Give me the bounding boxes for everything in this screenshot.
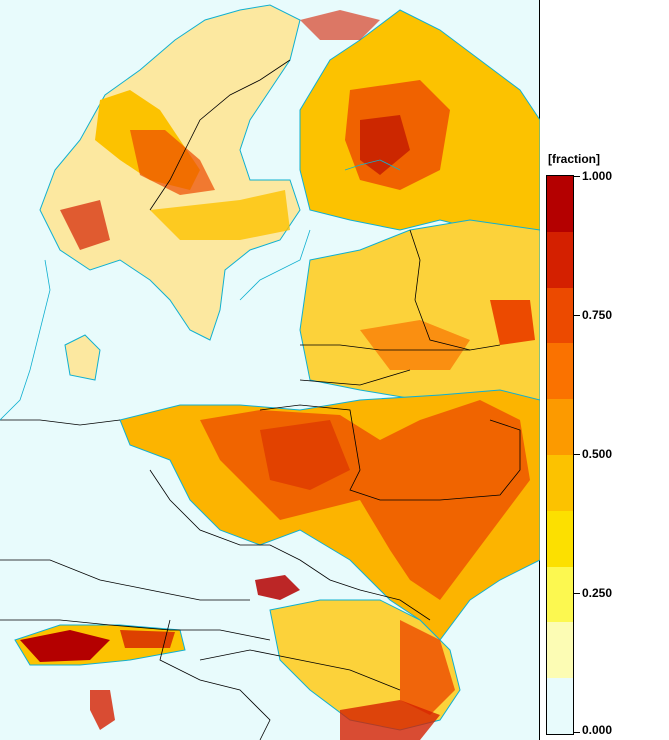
legend-tick-label: 0.000 — [582, 723, 613, 737]
fraction-map — [0, 4, 540, 740]
legend-tick-label: 0.500 — [582, 447, 613, 461]
legend-swatch-6 — [547, 454, 573, 511]
legend-swatch-8 — [547, 566, 573, 623]
legend-swatch-3 — [547, 287, 573, 344]
legend-tick-label: 0.250 — [582, 586, 613, 600]
legend-swatch-9 — [547, 622, 573, 679]
legend-tick — [574, 593, 580, 594]
legend-units-label: [fraction] — [548, 152, 600, 166]
legend-swatch-5 — [547, 399, 573, 455]
legend-swatch-10 — [547, 678, 573, 734]
map-panel — [0, 0, 540, 740]
color-legend: [fraction] 1.000 0.750 0.500 0.250 0.000 — [540, 0, 669, 740]
legend-colorbar — [546, 175, 574, 735]
legend-tick — [574, 315, 580, 316]
legend-tick-label: 1.000 — [582, 169, 613, 183]
legend-tick — [574, 176, 580, 177]
legend-tick — [574, 732, 580, 733]
legend-swatch-2 — [547, 231, 573, 288]
legend-tick — [574, 454, 580, 455]
legend-swatch-7 — [547, 510, 573, 567]
legend-tick-label: 0.750 — [582, 308, 613, 322]
legend-swatch-4 — [547, 343, 573, 400]
legend-swatch-1 — [547, 176, 573, 232]
